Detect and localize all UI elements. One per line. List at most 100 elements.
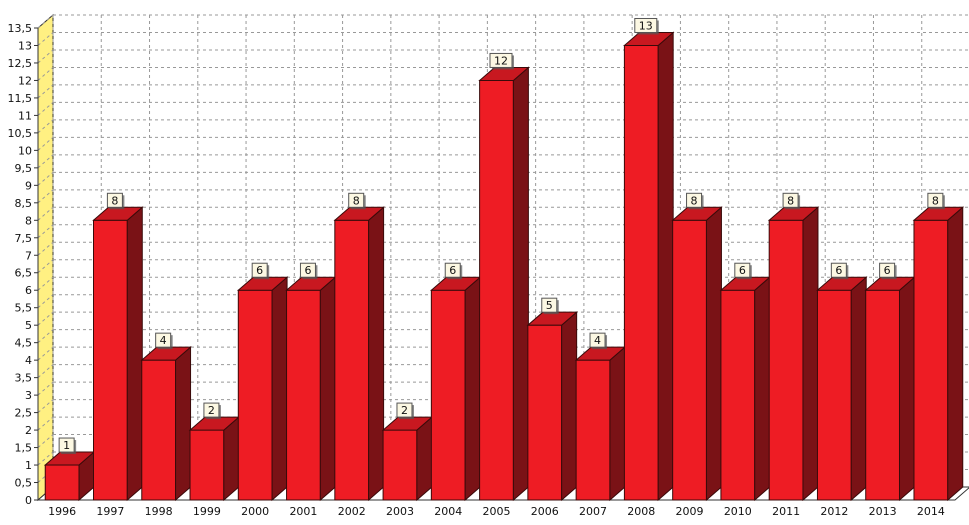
y-tick-label: 9,5 [15, 162, 33, 175]
y-tick-label: 6,5 [15, 267, 33, 280]
y-tick-label: 9 [25, 179, 32, 192]
data-label-text: 6 [739, 264, 746, 277]
data-label-box [634, 17, 658, 33]
data-label-text: 8 [932, 194, 939, 207]
bar-side [754, 276, 771, 502]
data-label-box [734, 262, 751, 278]
y-tick-label: 12,5 [8, 57, 33, 70]
y-tick-label: 10 [18, 144, 32, 157]
y-tick-label: 8,5 [15, 197, 33, 210]
bar-side [175, 346, 192, 502]
bar-side [561, 311, 578, 502]
bar-front [93, 219, 128, 501]
x-tick-label: 2003 [386, 505, 414, 518]
x-tick-label: 2005 [483, 505, 511, 518]
data-label: 2 [396, 402, 414, 420]
data-label-text: 8 [353, 194, 360, 207]
data-label: 8 [348, 192, 366, 210]
y-tick-label: 7,5 [15, 232, 33, 245]
bar-top [623, 31, 675, 46]
data-labels: 1 8 4 2 6 6 8 2 6 12 5 4 13 8 6 8 6 6 8 [58, 17, 945, 455]
bar [478, 66, 530, 502]
bar [864, 276, 916, 502]
data-label-text: 1 [63, 439, 70, 452]
bar [285, 276, 337, 502]
x-tick-label: 2001 [289, 505, 317, 518]
y-tick-label: 4,5 [15, 337, 33, 350]
bar-front [44, 464, 80, 501]
bar [767, 206, 820, 502]
bar [430, 276, 482, 502]
data-label: 6 [299, 262, 318, 280]
data-label: 2 [203, 402, 221, 420]
bar-front [141, 359, 177, 501]
data-label-box [348, 192, 365, 208]
bar-top [140, 346, 192, 361]
bar [574, 346, 627, 502]
bar [92, 206, 144, 502]
x-tick-label: 2011 [772, 505, 800, 518]
data-label-text: 4 [160, 334, 167, 347]
bar-top [912, 206, 965, 221]
data-label: 1 [58, 437, 77, 455]
bar [912, 206, 965, 502]
bar-side [126, 206, 143, 502]
x-tick-label: 2013 [869, 505, 897, 518]
data-label-box [879, 262, 896, 278]
bar-front [768, 219, 804, 501]
y-tick-label: 5 [25, 319, 32, 332]
data-label-text: 8 [691, 194, 698, 207]
bar-front [913, 219, 949, 501]
bar-side [898, 276, 915, 502]
data-label: 5 [541, 297, 559, 315]
data-label-box [444, 262, 461, 278]
bar [333, 206, 385, 502]
bar-top [767, 206, 820, 221]
y-tick-label: 2 [25, 424, 32, 437]
y-axis-wall [37, 13, 54, 502]
bar-front [189, 429, 225, 501]
bar-front [479, 79, 514, 501]
data-label-text: 6 [884, 264, 891, 277]
data-label-box [251, 262, 268, 278]
data-label: 8 [106, 192, 125, 210]
data-label-text: 8 [111, 194, 118, 207]
x-tick-label: 2008 [627, 505, 655, 518]
bar-front [286, 289, 321, 501]
bar [43, 450, 96, 502]
y-tick-label: 0 [25, 494, 32, 507]
data-label-text: 12 [494, 54, 508, 67]
bar-top [333, 206, 385, 221]
data-label: 8 [927, 192, 945, 210]
x-tick-label: 2010 [724, 505, 752, 518]
data-label: 6 [734, 262, 752, 280]
bar-side [271, 276, 288, 502]
y-tick-label: 8 [25, 214, 32, 227]
y-tick-label: 2,5 [15, 407, 33, 420]
bar [719, 276, 772, 502]
data-label-box [106, 192, 123, 208]
data-label-text: 5 [546, 299, 553, 312]
bar [236, 276, 289, 502]
bar-side [368, 206, 385, 502]
data-label-box [203, 402, 220, 418]
bar-side [416, 415, 433, 502]
data-label-box [299, 262, 316, 278]
x-tick-label: 2014 [917, 505, 945, 518]
data-label-box [489, 52, 513, 68]
data-label-text: 8 [787, 194, 794, 207]
y-tick-label: 0,5 [15, 477, 33, 490]
bar-side [947, 206, 964, 502]
x-tick-label: 1997 [96, 505, 124, 518]
data-label-text: 4 [594, 334, 601, 347]
data-label-text: 6 [304, 264, 311, 277]
bar-front [334, 219, 370, 501]
data-label: 4 [155, 332, 173, 350]
bar-front [672, 219, 707, 501]
y-tick-label: 1,5 [15, 442, 33, 455]
data-label: 6 [251, 262, 270, 280]
data-label: 6 [444, 262, 463, 280]
bar-side [319, 276, 336, 502]
data-label-text: 6 [256, 264, 263, 277]
